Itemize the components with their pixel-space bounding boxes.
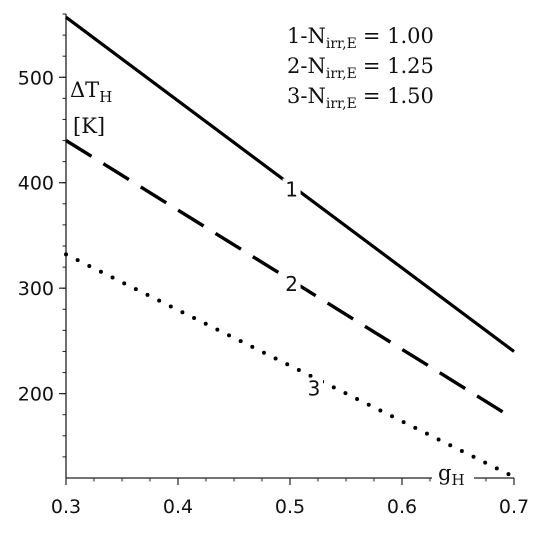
x-axis-title-bg — [432, 462, 474, 488]
axes: 0.3 0.4 0.5 0.6 0.7 200 300 400 500 — [18, 13, 529, 518]
axis-titles: ΔTH [K] gH — [70, 78, 474, 489]
x-tick-label: 0.6 — [387, 496, 417, 518]
y-tick-label: 500 — [18, 67, 54, 89]
x-tick-label: 0.3 — [51, 496, 81, 518]
y-tick-label: 300 — [18, 278, 54, 300]
y-axis-unit: [K] — [73, 114, 105, 138]
legend-entry-3: 3-Nirr,E = 1.50 — [287, 84, 434, 112]
legend-value: = 1.25 — [363, 54, 434, 78]
curve-label-bg — [282, 178, 301, 201]
legend-value: = 1.50 — [363, 84, 434, 108]
legend-subscript: irr,E — [326, 96, 357, 112]
legend-subscript: irr,E — [326, 66, 357, 82]
legend: 1-Nirr,E = 1.002-Nirr,E = 1.253-Nirr,E = 1.… — [287, 24, 434, 112]
y-tick-label: 200 — [18, 384, 54, 406]
legend-subscript: irr,E — [326, 36, 357, 52]
curve-label-2: 2 — [285, 272, 298, 296]
x-axis-title: gH — [438, 461, 465, 489]
x-tick-label: 0.7 — [499, 496, 529, 518]
curve-label-bg — [305, 377, 323, 400]
curve-label-1: 1 — [285, 177, 298, 201]
legend-entry-1: 1-Nirr,E = 1.00 — [287, 24, 434, 52]
legend-prefix: 3-N — [287, 84, 326, 108]
legend-prefix: 1-N — [287, 24, 326, 48]
legend-entry-2: 2-Nirr,E = 1.25 — [287, 54, 434, 82]
x-tick-label: 0.5 — [275, 496, 305, 518]
x-tick-label: 0.4 — [163, 496, 193, 518]
curve-label-bg — [282, 273, 301, 296]
series-line-3 — [64, 252, 516, 479]
y-axis-title: ΔTH — [70, 78, 112, 106]
y-tick-label: 400 — [18, 173, 54, 195]
legend-prefix: 2-N — [287, 54, 326, 78]
curve-labels: 1 2 3 — [282, 177, 323, 401]
legend-value: = 1.00 — [363, 24, 434, 48]
curve-label-3: 3 — [308, 377, 321, 401]
